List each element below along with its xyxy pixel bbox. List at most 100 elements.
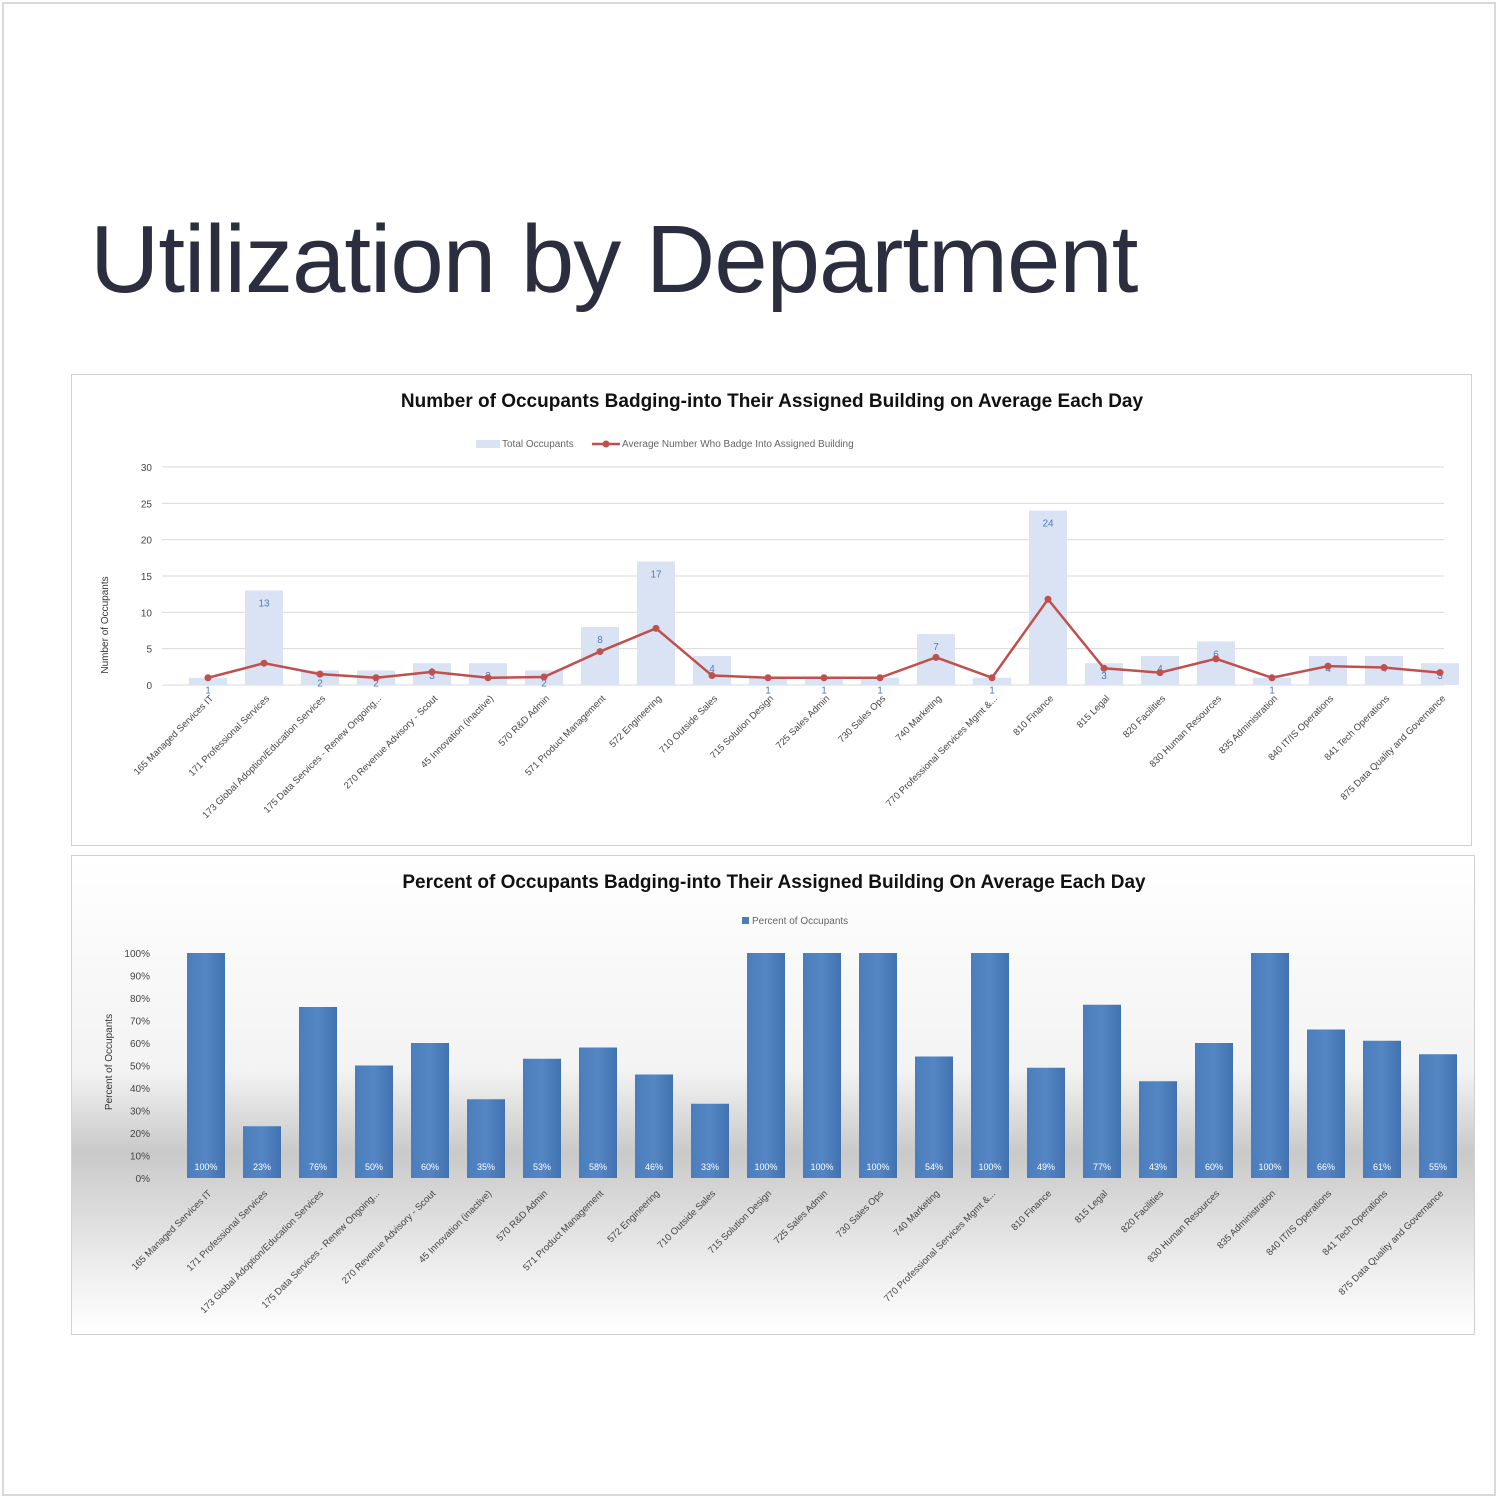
bar-data-label: 1 [765, 686, 771, 697]
slide-title: Utilization by Department [90, 206, 1138, 313]
bar-data-label: 58% [589, 1162, 607, 1172]
y-tick-label: 10 [141, 608, 153, 619]
line-point-average-badge [932, 653, 940, 661]
bar-percent-occupants [467, 1099, 505, 1178]
bar-data-label: 1 [821, 686, 827, 697]
line-point-average-badge [484, 674, 492, 682]
x-tick-label-570-r-d-admin: 570 R&D Admin [497, 693, 553, 749]
bar-percent-occupants [1027, 1067, 1065, 1178]
y-tick-label: 100% [124, 949, 150, 960]
y-tick-label: 15 [141, 572, 153, 583]
y-tick-label: 10% [130, 1152, 150, 1163]
x-tick-label-173-global-adoption-education-services: 173 Global Adoption/Education Services [200, 693, 328, 821]
y-tick-label: 80% [130, 994, 150, 1005]
bar-data-label: 2 [373, 678, 379, 689]
y-tick-label: 90% [130, 972, 150, 983]
legend-label-percent: Percent of Occupants [752, 916, 848, 927]
bar-data-label: 49% [1037, 1162, 1055, 1172]
y-tick-label: 0 [146, 681, 152, 692]
y-tick-label: 20% [130, 1129, 150, 1140]
bar-data-label: 55% [1429, 1162, 1447, 1172]
x-tick-label-710-outside-sales: 710 Outside Sales [657, 693, 720, 756]
y-tick-label: 0% [136, 1174, 151, 1185]
bar-data-label: 100% [1258, 1162, 1281, 1172]
bar-data-label: 46% [645, 1162, 663, 1172]
line-point-average-badge [1436, 669, 1444, 677]
bar-data-label: 66% [1317, 1162, 1335, 1172]
x-tick-label-572-engineering: 572 Engineering [607, 693, 664, 750]
line-point-average-badge [988, 674, 996, 682]
bar-data-label: 1 [877, 686, 883, 697]
chart-title: Percent of Occupants Badging-into Their … [402, 872, 1146, 893]
occupants-percent-chart: Percent of Occupants Badging-into Their … [71, 855, 1475, 1335]
bar-percent-occupants [579, 1047, 617, 1178]
x-tick-label-810-finance: 810 Finance [1011, 693, 1056, 738]
line-point-average-badge [372, 674, 380, 682]
bar-percent-occupants [859, 953, 897, 1178]
line-point-average-badge [876, 674, 884, 682]
bar-percent-occupants [971, 953, 1009, 1178]
line-point-average-badge [1044, 595, 1052, 603]
y-tick-label: 20 [141, 536, 153, 547]
y-axis-label: Percent of Occupants [104, 1014, 115, 1110]
x-tick-label-835-administration: 835 Administration [1217, 693, 1280, 756]
line-point-average-badge [596, 648, 604, 656]
bar-percent-occupants [1363, 1040, 1401, 1178]
bar-data-label: 76% [309, 1162, 327, 1172]
bar-percent-occupants [299, 1007, 337, 1178]
x-tick-label-740-marketing: 740 Marketing [894, 693, 944, 743]
bar-data-label: 1 [989, 686, 995, 697]
x-tick-label-270-revenue-advisory-scout: 270 Revenue Advisory - Scout [342, 693, 440, 791]
bar-percent-occupants [691, 1103, 729, 1178]
occupants-percent-chart-svg: Percent of Occupants Badging-into Their … [72, 856, 1474, 1334]
bar-percent-occupants [1307, 1029, 1345, 1178]
legend-swatch-percent [742, 917, 749, 924]
bar-data-label: 2 [317, 678, 323, 689]
bar-data-label: 1 [1269, 686, 1275, 697]
bar-percent-occupants [1419, 1054, 1457, 1178]
y-axis-label: Number of Occupants [100, 576, 111, 673]
bar-data-label: 1 [205, 686, 211, 697]
y-tick-label: 60% [130, 1039, 150, 1050]
bar-data-label: 3 [1101, 671, 1107, 682]
bar-percent-occupants [1139, 1081, 1177, 1178]
x-tick-label-175-data-services-renew-ongoing: 175 Data Services - Renew Ongoing... [262, 693, 384, 815]
bar-data-label: 53% [533, 1162, 551, 1172]
bar-data-label: 2 [541, 678, 547, 689]
legend-swatch-total-occupants [476, 440, 500, 448]
bar-percent-occupants [1083, 1004, 1121, 1178]
bar-data-label: 100% [194, 1162, 217, 1172]
line-point-average-badge [1212, 655, 1220, 663]
bar-percent-occupants [187, 953, 225, 1178]
bar-percent-occupants [1195, 1043, 1233, 1178]
line-point-average-badge [428, 668, 436, 676]
bar-percent-occupants [523, 1058, 561, 1178]
bar-total-occupants [693, 655, 731, 685]
bar-percent-occupants [635, 1074, 673, 1178]
x-tick-label-715-solution-design: 715 Solution Design [708, 693, 776, 761]
legend-marker-average-badge [602, 440, 610, 448]
line-point-average-badge [652, 624, 660, 632]
bar-total-occupants [245, 590, 283, 685]
bar-percent-occupants [803, 953, 841, 1178]
line-point-average-badge [764, 674, 772, 682]
bar-data-label: 3 [1437, 671, 1443, 682]
bar-data-label: 100% [978, 1162, 1001, 1172]
bar-total-occupants [637, 561, 675, 685]
bar-data-label: 100% [866, 1162, 889, 1172]
line-point-average-badge [204, 674, 212, 682]
line-point-average-badge [1156, 669, 1164, 677]
bar-total-occupants [1309, 655, 1347, 685]
bar-data-label: 60% [421, 1162, 439, 1172]
bar-data-label: 7 [933, 642, 939, 653]
bar-data-label: 60% [1205, 1162, 1223, 1172]
line-point-average-badge [540, 673, 548, 681]
bar-total-occupants [805, 677, 843, 685]
line-point-average-badge [1380, 664, 1388, 672]
bar-data-label: 33% [701, 1162, 719, 1172]
bar-percent-occupants [243, 1126, 281, 1178]
y-tick-label: 30 [141, 463, 153, 474]
legend-label-total-occupants: Total Occupants [502, 439, 574, 450]
bar-percent-occupants [1251, 953, 1289, 1178]
